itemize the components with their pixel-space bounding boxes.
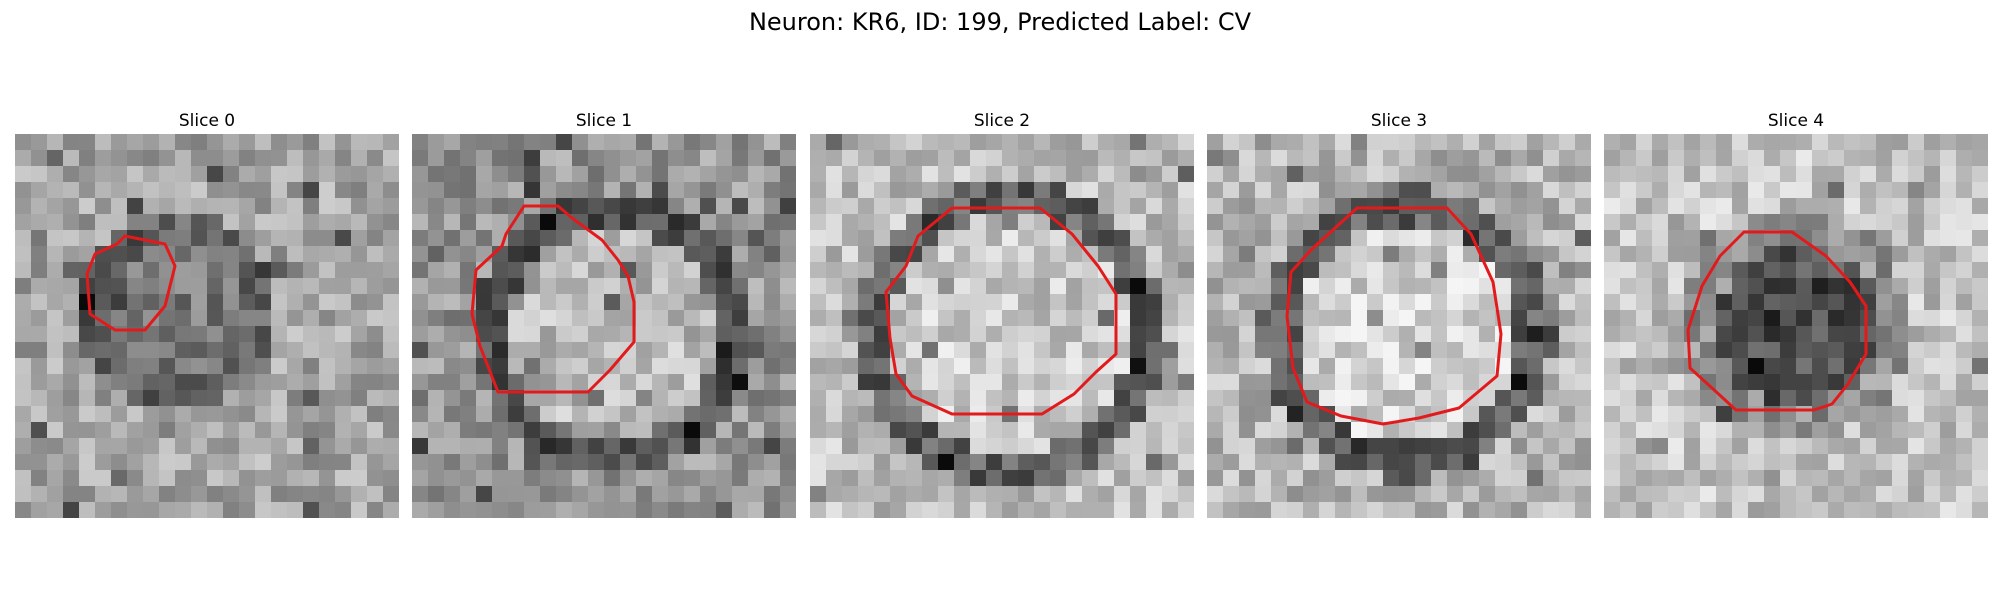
contour-outline [1686, 230, 1868, 412]
slice-image [412, 134, 796, 518]
cell-contour [470, 204, 636, 394]
slice-image [15, 134, 399, 518]
cell-contour [1686, 230, 1868, 412]
slice-title: Slice 2 [973, 111, 1031, 131]
figure-title: Neuron: KR6, ID: 199, Predicted Label: C… [748, 8, 1252, 36]
slice-image [1207, 134, 1591, 518]
grayscale-patch [15, 134, 399, 518]
slice-title: Slice 4 [1767, 111, 1825, 131]
contour-outline [1285, 206, 1503, 426]
cell-contour [1285, 206, 1503, 426]
slice-panel-2: Slice 2 [810, 108, 1194, 518]
grayscale-patch [1207, 134, 1591, 518]
grayscale-patch [810, 134, 1194, 518]
grayscale-patch [1604, 134, 1988, 518]
slice-image [1604, 134, 1988, 518]
slice-panel-0: Slice 0 [15, 108, 399, 518]
cell-contour [884, 206, 1118, 416]
slice-title: Slice 3 [1370, 111, 1428, 131]
contour-outline [85, 234, 177, 332]
contour-outline [884, 206, 1118, 416]
slice-title: Slice 1 [575, 111, 633, 131]
slice-title: Slice 0 [178, 111, 236, 131]
slice-panel-1: Slice 1 [412, 108, 796, 518]
cell-contour [85, 234, 177, 332]
slice-image [810, 134, 1194, 518]
slice-panel-3: Slice 3 [1207, 108, 1591, 518]
contour-outline [470, 204, 636, 394]
slice-panel-4: Slice 4 [1604, 108, 1988, 518]
